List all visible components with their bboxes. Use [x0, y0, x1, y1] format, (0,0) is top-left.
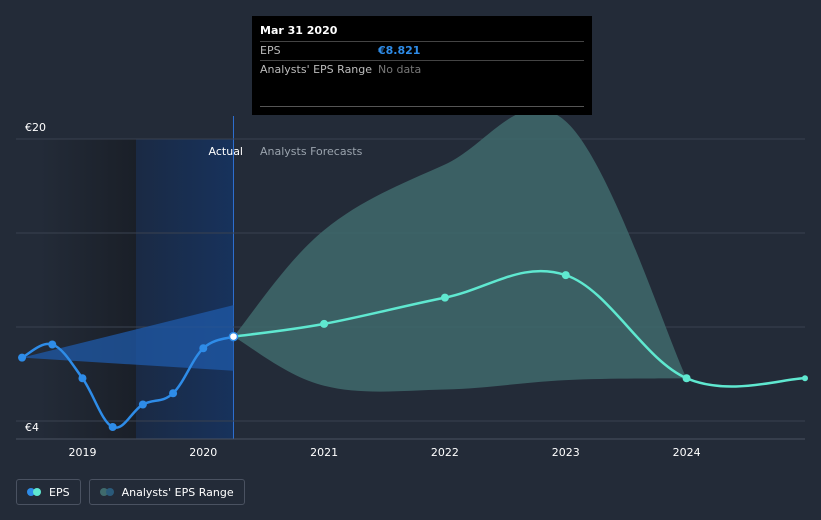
actual-region-label: Actual — [209, 145, 243, 158]
x-tick-label-2019: 2019 — [68, 446, 96, 459]
x-tick-label-2020: 2020 — [189, 446, 217, 459]
tooltip-row-range: Analysts' EPS Range No data — [260, 60, 584, 79]
eps-legend-icon — [27, 488, 43, 496]
tooltip-range-label: Analysts' EPS Range — [260, 63, 373, 76]
actual-shade-recent — [136, 139, 234, 439]
tooltip-row-eps: EPS €8.821 — [260, 41, 584, 60]
tooltip-eps-value: €8.821 — [378, 44, 421, 57]
eps-point-actual-4 — [138, 400, 147, 409]
eps-point-actual-5 — [169, 389, 178, 398]
eps-point-actual-0 — [18, 353, 27, 362]
eps-point-actual-3 — [108, 423, 117, 431]
eps-range-actual-band — [22, 305, 234, 371]
x-tick-label-2023: 2023 — [552, 446, 580, 459]
x-tick-label-2021: 2021 — [310, 446, 338, 459]
y-tick-label-bottom: €4 — [25, 421, 39, 434]
legend-eps-label: EPS — [49, 485, 70, 499]
chart-legend: EPS Analysts' EPS Range — [16, 479, 245, 505]
eps-point-forecast-1 — [320, 319, 329, 328]
legend-range-label: Analysts' EPS Range — [121, 485, 234, 499]
eps-point-actual-6 — [199, 344, 208, 353]
eps-point-hovered — [228, 331, 239, 342]
x-tick-label-2022: 2022 — [431, 446, 459, 459]
eps-point-actual-2 — [78, 374, 87, 383]
y-tick-label-top: €20 — [25, 121, 46, 134]
actual-shade-early — [40, 139, 136, 439]
tooltip-eps-label: EPS — [260, 44, 281, 57]
legend-range-button[interactable]: Analysts' EPS Range — [88, 479, 245, 505]
forecast-region-label: Analysts Forecasts — [260, 145, 363, 158]
range-legend-icon — [99, 488, 116, 496]
tooltip-divider — [260, 106, 584, 107]
eps-range-forecast-band — [233, 109, 687, 392]
legend-eps-button[interactable]: EPS — [16, 479, 81, 505]
eps-point-forecast-5 — [802, 375, 808, 382]
eps-point-forecast-2 — [440, 293, 449, 302]
tooltip-range-value: No data — [378, 63, 422, 76]
hover-tooltip: Mar 31 2020 EPS €8.821 Analysts' EPS Ran… — [252, 16, 592, 115]
eps-point-actual-1 — [48, 340, 57, 349]
x-tick-label-2024: 2024 — [673, 446, 701, 459]
eps-point-forecast-3 — [561, 271, 570, 280]
eps-point-forecast-4 — [682, 374, 691, 383]
tooltip-date: Mar 31 2020 — [260, 24, 338, 37]
